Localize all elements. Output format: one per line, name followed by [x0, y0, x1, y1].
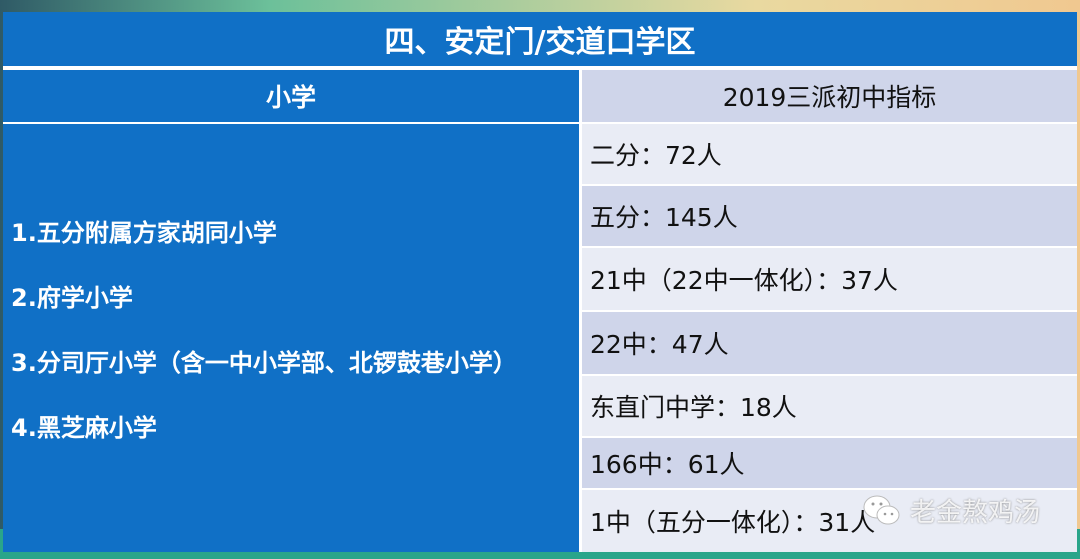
school-item: 4.黑芝麻小学: [11, 414, 157, 442]
header-quota: 2019三派初中指标: [582, 70, 1077, 122]
table-title: 四、安定门/交道口学区: [3, 12, 1077, 66]
wechat-icon: [863, 495, 900, 524]
quota-row: 22中：47人: [582, 312, 1077, 374]
school-list: 1.五分附属方家胡同小学 2.府学小学 3.分司厅小学（含一中小学部、北锣鼓巷小…: [3, 124, 579, 552]
watermark-text: 老金熬鸡汤: [910, 498, 1041, 528]
school-item: 2.府学小学: [11, 284, 133, 312]
watermark: 老金熬鸡汤: [862, 492, 1040, 529]
district-table: 四、安定门/交道口学区 小学 2019三派初中指标 1.五分附属方家胡同小学 2…: [3, 12, 1077, 552]
quota-row: 东直门中学：18人: [582, 376, 1077, 436]
quota-row: 1中（五分一体化）：31人: [582, 490, 1077, 552]
quota-row: 21中（22中一体化）：37人: [582, 248, 1077, 310]
quota-row: 五分：145人: [582, 186, 1077, 246]
school-item: 1.五分附属方家胡同小学: [11, 219, 277, 247]
school-item: 3.分司厅小学（含一中小学部、北锣鼓巷小学）: [11, 349, 517, 377]
quota-row: 二分：72人: [582, 124, 1077, 184]
header-primary-school: 小学: [3, 70, 579, 122]
quota-row: 166中：61人: [582, 438, 1077, 488]
